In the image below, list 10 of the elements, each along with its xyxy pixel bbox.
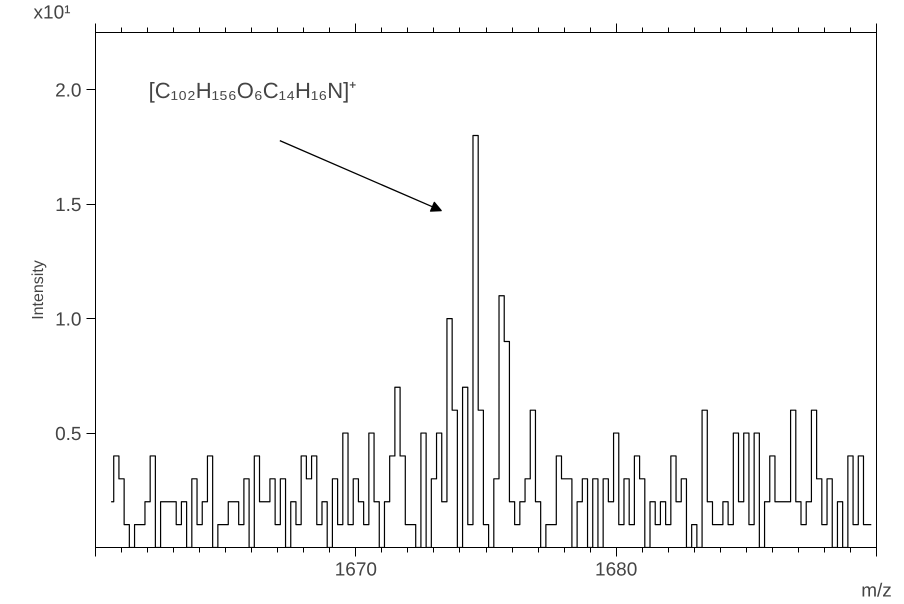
y-tick-label: 0.5 — [55, 424, 82, 446]
y-tick-label: 1.5 — [55, 195, 82, 216]
text: x10¹ — [34, 2, 70, 24]
y-axis-title: Intensity — [30, 260, 48, 320]
x-tick-label: 1670 — [334, 560, 377, 580]
y-tick-label: 2.0 — [55, 80, 82, 102]
annotation: [C₁₀₂H₁₅₆O₆C₁₄H₁₆N]⁺ — [148, 78, 356, 104]
x-tick-label: 1680 — [595, 560, 638, 580]
x-axis-title: m/z — [861, 580, 892, 602]
y-tick-label: 1.0 — [55, 310, 82, 331]
